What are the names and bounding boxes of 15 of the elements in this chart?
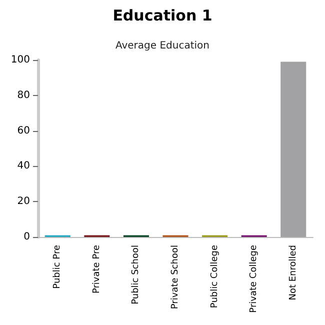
y-tick-label: 0 [24, 232, 30, 242]
x-tick-label: Public School [131, 245, 142, 304]
y-tick-label: 20 [17, 196, 30, 208]
chart-subtitle: Average Education [115, 40, 210, 52]
x-tick-label: Public College [210, 244, 220, 308]
y-tick-label: 80 [17, 90, 30, 101]
y-tick-label: 60 [17, 125, 30, 136]
x-tick-label: Not Enrolled [288, 245, 298, 300]
x-tick-label: Private College [249, 244, 260, 313]
x-tick-label: Private School [170, 245, 180, 310]
y-tick-label: 40 [17, 160, 30, 172]
y-tick-label: 100 [10, 54, 30, 66]
x-tick-label: Private Pre [92, 244, 102, 294]
chart-title: Education 1 [112, 6, 212, 24]
x-tick-label: Public Pre [52, 244, 63, 289]
